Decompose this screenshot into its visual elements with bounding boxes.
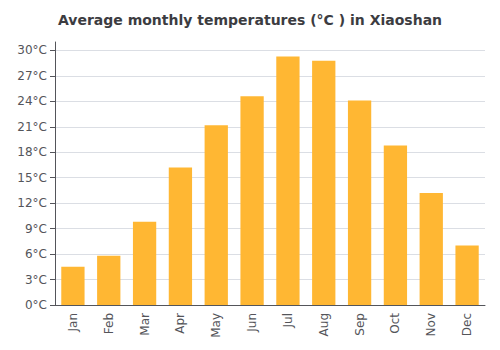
svg-text:Jul: Jul [281,313,295,328]
svg-text:Apr: Apr [173,313,187,334]
svg-text:3°C: 3°C [25,273,47,287]
svg-text:Jun: Jun [245,313,259,333]
svg-text:30°C: 30°C [17,43,47,57]
svg-text:12°C: 12°C [17,196,47,210]
svg-text:Average monthly temperatures (: Average monthly temperatures (°C ) in Xi… [58,12,442,28]
svg-text:6°C: 6°C [25,247,47,261]
svg-text:Mar: Mar [138,313,152,336]
svg-text:0°C: 0°C [25,298,47,312]
svg-text:Jan: Jan [66,313,80,333]
svg-text:9°C: 9°C [25,222,47,236]
svg-text:21°C: 21°C [17,120,47,134]
svg-text:Oct: Oct [388,313,402,334]
svg-text:15°C: 15°C [17,171,47,185]
svg-text:Sep: Sep [353,313,367,336]
svg-text:Nov: Nov [424,313,438,336]
svg-text:24°C: 24°C [17,94,47,108]
svg-text:Dec: Dec [460,313,474,336]
svg-text:May: May [209,313,223,338]
svg-text:Aug: Aug [317,313,331,336]
svg-text:27°C: 27°C [17,69,47,83]
svg-text:18°C: 18°C [17,145,47,159]
svg-text:Feb: Feb [102,313,116,334]
